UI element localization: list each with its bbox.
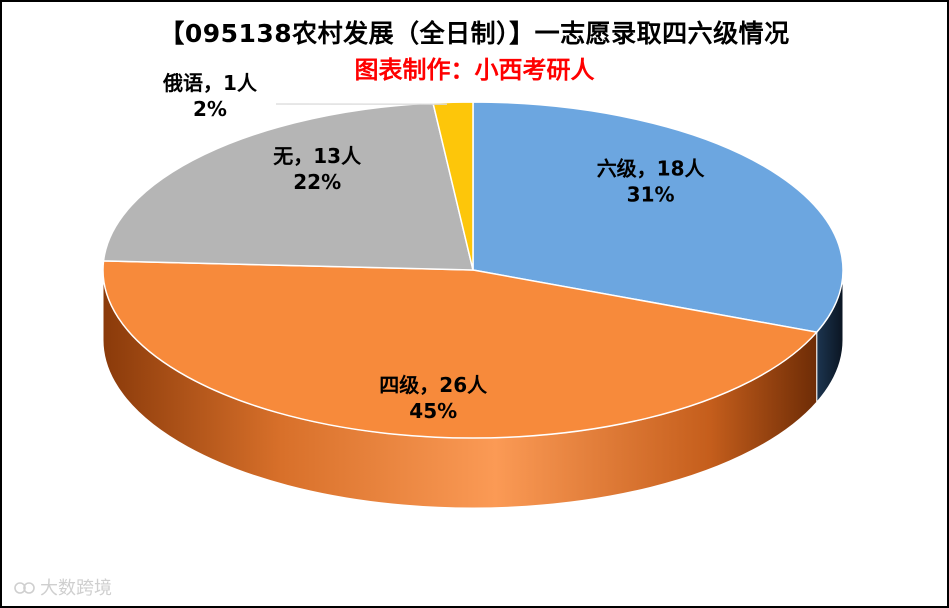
pie-slice-2: [102, 260, 819, 439]
data-label-3: 无，13人: [273, 144, 362, 168]
watermark-text: 大数跨境: [40, 578, 112, 599]
data-label-1: 六级，18人: [597, 156, 706, 180]
chart-subtitle: 图表制作：小西考研人: [354, 56, 595, 84]
percent-label-2: 45%: [409, 399, 457, 423]
percent-label-4: 2%: [193, 97, 227, 121]
pie-slice-4: [432, 101, 474, 271]
percent-label-3: 22%: [293, 170, 341, 194]
percent-label-1: 31%: [627, 182, 675, 206]
watermark: 大数跨境: [14, 574, 112, 600]
chart-title: 【095138农村发展（全日制）】一志愿录取四六级情况: [159, 19, 790, 48]
pie-slice-1: [472, 101, 844, 333]
pie-slice-3: [102, 102, 474, 271]
watermark-logo-icon: [14, 582, 35, 594]
data-label-2: 四级，26人: [379, 373, 488, 397]
pie-top-layer: [102, 101, 844, 439]
data-label-4: 俄语，1人: [162, 71, 258, 95]
